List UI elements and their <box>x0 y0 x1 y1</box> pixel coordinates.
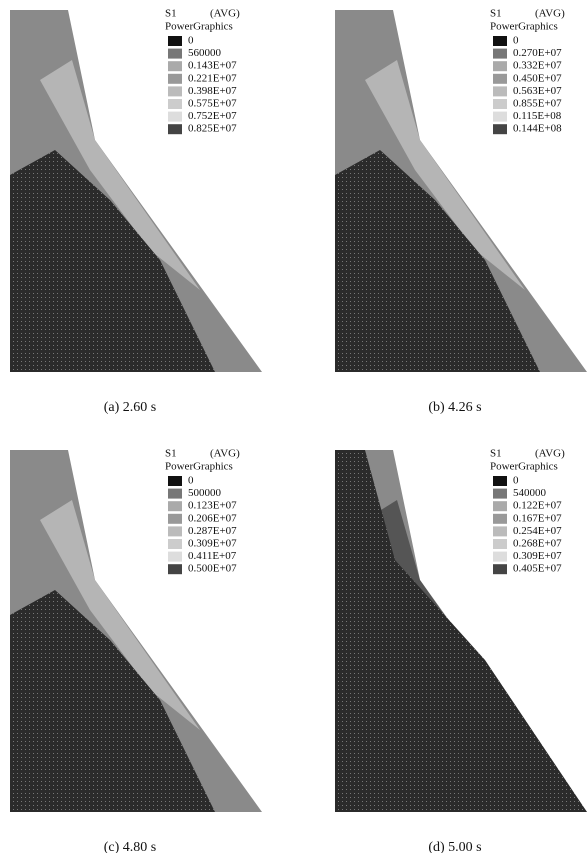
legend-swatch <box>168 124 182 134</box>
legend-subtitle: PowerGraphics <box>165 461 233 473</box>
legend-swatch <box>493 112 507 122</box>
legend-label: 0.500E+07 <box>188 563 237 575</box>
legend-label: 0 <box>513 35 519 47</box>
legend-swatch <box>168 86 182 96</box>
legend-swatch <box>493 489 507 499</box>
legend-swatch <box>168 564 182 574</box>
legend-swatch <box>493 564 507 574</box>
legend-swatch <box>168 514 182 524</box>
legend-label: 0.575E+07 <box>188 98 237 110</box>
legend-label: 0.450E+07 <box>513 72 562 84</box>
legend-swatch <box>493 526 507 536</box>
legend-label: 0.411E+07 <box>188 550 237 562</box>
legend-swatch <box>493 61 507 71</box>
legend-swatch <box>493 514 507 524</box>
legend-swatch <box>168 501 182 511</box>
legend-swatch <box>493 74 507 84</box>
legend-swatch <box>493 539 507 549</box>
legend-label: 0.254E+07 <box>513 525 562 537</box>
panel: S1 (AVG)PowerGraphics 05000000.123E+070.20… <box>10 448 262 853</box>
legend-label: 0.123E+07 <box>188 500 237 512</box>
legend-label: 0.398E+07 <box>188 85 237 97</box>
legend-label: 0.122E+07 <box>513 500 562 512</box>
legend-variable: S1 <box>490 8 502 20</box>
legend-label: 0.405E+07 <box>513 563 562 575</box>
legend-label: 0.752E+07 <box>188 110 237 122</box>
legend-subtitle: PowerGraphics <box>490 21 558 33</box>
legend-label: 540000 <box>513 487 547 499</box>
legend-swatch <box>493 49 507 59</box>
legend-label: 0.332E+07 <box>513 60 562 72</box>
legend-label: 0.221E+07 <box>188 72 237 84</box>
legend-swatch <box>168 112 182 122</box>
legend-label: 0.268E+07 <box>513 538 562 550</box>
legend-label: 0 <box>513 475 519 487</box>
legend-swatch <box>493 501 507 511</box>
legend-swatch <box>493 99 507 109</box>
legend-label: 500000 <box>188 487 222 499</box>
legend-qualifier: (AVG) <box>535 8 565 20</box>
legend-label: 0.855E+07 <box>513 98 562 110</box>
legend-label: 0.563E+07 <box>513 85 562 97</box>
legend-qualifier: (AVG) <box>535 448 565 460</box>
legend-variable: S1 <box>165 8 177 20</box>
legend-swatch <box>168 36 182 46</box>
legend-label: 0 <box>188 475 194 487</box>
legend-swatch <box>168 526 182 536</box>
legend-variable: S1 <box>490 448 502 460</box>
legend-label: 0.309E+07 <box>513 550 562 562</box>
caption: (c) 4.80 s <box>104 840 157 853</box>
figure: S1(AVG)PowerGraphics05600000.143E+070.22… <box>0 0 587 853</box>
legend-label: 0.143E+07 <box>188 60 237 72</box>
legend-swatch <box>168 476 182 486</box>
legend-label: 0.144E+08 <box>513 123 562 135</box>
legend-qualifier: (AVG) <box>210 8 240 20</box>
legend-label: 0 <box>188 35 194 47</box>
legend-subtitle: PowerGraphics <box>165 21 233 33</box>
legend-swatch <box>493 86 507 96</box>
legend-label: 0.115E+08 <box>513 110 562 122</box>
caption: (d) 5.00 s <box>428 840 481 853</box>
legend-swatch <box>493 552 507 562</box>
legend-label: 0.270E+07 <box>513 47 562 59</box>
legend-label: 0.287E+07 <box>188 525 237 537</box>
legend-label: 0.206E+07 <box>188 512 237 524</box>
legend-swatch <box>493 476 507 486</box>
caption: (b) 4.26 s <box>428 400 481 415</box>
legend-swatch <box>168 49 182 59</box>
legend-label: 0.825E+07 <box>188 123 237 135</box>
panel: S1(AVG)PowerGraphics00.270E+070.332E+070… <box>335 8 587 416</box>
panel: S1 (AVG)PowerGraphics 05600000.143E+070.22… <box>10 8 262 416</box>
legend-swatch <box>493 36 507 46</box>
legend-swatch <box>493 124 507 134</box>
legend-swatch <box>168 99 182 109</box>
legend-swatch <box>168 61 182 71</box>
legend-swatch <box>168 552 182 562</box>
legend-label: 0.309E+07 <box>188 538 237 550</box>
panel: S1 (AVG)PowerGraphics 05400000.122E+070.16… <box>335 448 587 853</box>
legend-subtitle: PowerGraphics <box>490 461 558 473</box>
caption: (a) 2.60 s <box>104 400 157 415</box>
legend-swatch <box>168 539 182 549</box>
legend-label: 560000 <box>188 47 222 59</box>
legend-variable: S1 <box>165 448 177 460</box>
legend-label: 0.167E+07 <box>513 512 562 524</box>
legend-swatch <box>168 74 182 84</box>
legend-qualifier: (AVG) <box>210 448 240 460</box>
legend-swatch <box>168 489 182 499</box>
